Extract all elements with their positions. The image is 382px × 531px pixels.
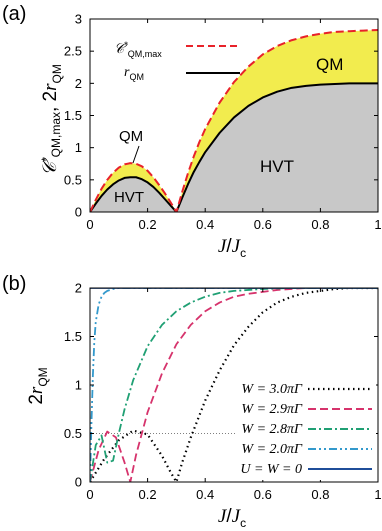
panel-a-ytick-label: 1 bbox=[75, 140, 82, 155]
panel-b-ytick-label: 1.5 bbox=[64, 329, 82, 344]
panel-b-legend: W = 3.0πΓ W = 2.9πΓ W = 2.8πΓ W = 2.0πΓ … bbox=[236, 376, 376, 480]
legend-b-label-w28: W = 2.8πΓ bbox=[241, 422, 303, 437]
series-line-w20 bbox=[90, 288, 378, 482]
legend-a-rqm-label: rQM bbox=[124, 65, 144, 82]
legend-b-label-w30: W = 3.0πΓ bbox=[241, 382, 303, 397]
panel-a-xlabel: J/Jc bbox=[218, 236, 246, 260]
panel-a-xtick-label: 0 bbox=[86, 217, 93, 232]
panel-b-xlabel: J/Jc bbox=[218, 506, 246, 530]
panel-b-ticks: 0 0.2 0.4 0.6 0.8 1 0 0.5 1 1.5 2 bbox=[64, 281, 382, 503]
region-label-hvt-right: HVT bbox=[260, 157, 294, 176]
panel-a-ytick-label: 3 bbox=[75, 12, 82, 27]
panel-b-ytick-label: 1 bbox=[75, 378, 82, 393]
panel-a-ylabel: 𝒞*QM,max, 2rQM bbox=[39, 64, 64, 176]
legend-b-label-w20: W = 2.0πΓ bbox=[241, 442, 303, 457]
region-label-qm-right: QM bbox=[316, 55, 343, 74]
legend-b-label-u0: U = W = 0 bbox=[240, 462, 302, 477]
panel-b-xtick-label: 0.2 bbox=[139, 487, 157, 502]
panel-b-ytick-label: 2 bbox=[75, 281, 82, 296]
qm-region-fill bbox=[90, 29, 378, 212]
panel-a: (a) 0 0.2 0.4 0.6 0.8 1 0 0.5 1 1.5 2 2.5 3 QM HVT Q… bbox=[2, 3, 382, 260]
panel-a-xtick-label: 0.6 bbox=[254, 217, 272, 232]
panel-b-xtick-label: 0.6 bbox=[254, 487, 272, 502]
panel-a-ytick-label: 1.5 bbox=[64, 108, 82, 123]
region-label-qm-left: QM bbox=[119, 128, 143, 145]
series-line-w28 bbox=[90, 288, 378, 482]
panel-a-ytick-label: 2 bbox=[75, 76, 82, 91]
panel-a-label: (a) bbox=[2, 3, 26, 25]
panel-b-label: (b) bbox=[2, 273, 26, 295]
panel-b-xtick-label: 1 bbox=[374, 487, 381, 502]
panel-b-xtick-label: 0.8 bbox=[311, 487, 329, 502]
qm-left-pointer bbox=[132, 145, 140, 164]
panel-b-ytick-label: 0.5 bbox=[64, 426, 82, 441]
legend-a-cqm-label: 𝒞*QM,max bbox=[114, 40, 162, 59]
panel-b-ytick-label: 0 bbox=[75, 475, 82, 490]
panel-a-ytick-label: 2.5 bbox=[64, 44, 82, 59]
panel-a-lines bbox=[90, 28, 378, 212]
panel-a-xtick-label: 1 bbox=[374, 217, 381, 232]
series-line-w29 bbox=[90, 288, 378, 482]
panel-a-xtick-label: 0.2 bbox=[139, 217, 157, 232]
panel-b-xtick-label: 0.4 bbox=[196, 487, 214, 502]
region-label-hvt-left: HVT bbox=[114, 189, 144, 206]
panel-a-xtick-label: 0.4 bbox=[196, 217, 214, 232]
panel-b: (b) 0 0.2 0.4 0.6 0.8 1 0 0.5 1 1.5 2 W = 3.0πΓ W … bbox=[2, 273, 382, 530]
legend-b-label-w29: W = 2.9πΓ bbox=[241, 402, 303, 417]
series-line-r-qm bbox=[90, 82, 378, 212]
series-line-c-qm-max bbox=[90, 28, 378, 212]
hvt-region-fill bbox=[90, 83, 378, 212]
panel-b-ylabel: 2rQM bbox=[26, 367, 50, 404]
panel-a-fills bbox=[90, 29, 378, 212]
panel-a-ytick-label: 0.5 bbox=[64, 172, 82, 187]
panel-a-ticks: 0 0.2 0.4 0.6 0.8 1 0 0.5 1 1.5 2 2.5 3 bbox=[64, 12, 382, 233]
panel-b-xtick-label: 0 bbox=[86, 487, 93, 502]
panel-a-xtick-label: 0.8 bbox=[311, 217, 329, 232]
panel-a-ytick-label: 0 bbox=[75, 205, 82, 220]
panel-a-legend: 𝒞*QM,max rQM bbox=[114, 40, 240, 82]
